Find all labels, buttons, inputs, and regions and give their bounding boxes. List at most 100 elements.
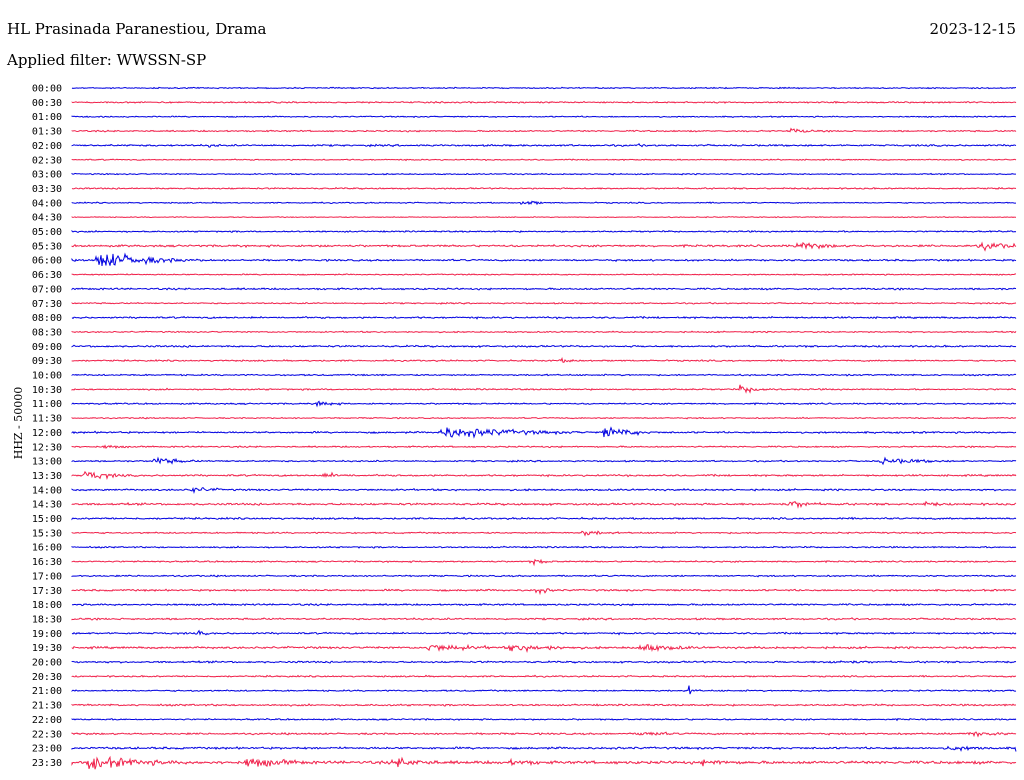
row-time-label: 05:00 [32, 227, 62, 238]
row-time-label: 03:30 [32, 184, 62, 195]
trace-line-1500 [71, 516, 1017, 521]
station-title: HL Prasinada Paranestiou, Drama [7, 20, 267, 38]
trace-line-0930 [71, 357, 1017, 363]
row-time-label: 14:00 [32, 485, 62, 496]
filter-label: Applied filter: WWSSN-SP [7, 51, 207, 69]
row-time-label: 22:30 [32, 729, 62, 740]
row-time-label: 15:30 [32, 528, 62, 539]
trace-line-2000 [71, 660, 1017, 664]
trace-line-0230 [71, 158, 1017, 162]
trace-line-0200 [71, 143, 1017, 148]
row-time-label: 22:00 [32, 715, 62, 726]
row-time-label: 09:30 [32, 356, 62, 367]
row-time-label: 17:00 [32, 571, 62, 582]
row-time-label: 02:00 [32, 141, 62, 152]
row-time-label: 10:30 [32, 385, 62, 396]
trace-line-1530 [71, 530, 1017, 537]
row-time-label: 16:00 [32, 543, 62, 554]
trace-line-2330 [71, 755, 1017, 770]
trace-line-1930 [71, 643, 1017, 653]
trace-line-0600 [71, 252, 1017, 266]
row-time-label: 02:30 [32, 155, 62, 166]
trace-line-1800 [71, 602, 1017, 607]
trace-line-0000 [71, 86, 1016, 90]
row-time-label: 04:30 [32, 213, 62, 224]
row-time-label: 18:30 [32, 614, 62, 625]
row-time-label: 07:30 [32, 299, 62, 310]
trace-line-2030 [71, 674, 1017, 678]
row-time-label: 13:00 [32, 457, 62, 468]
trace-line-1400 [71, 486, 1017, 494]
trace-line-0500 [71, 229, 1017, 234]
row-time-label: 17:30 [32, 586, 62, 597]
trace-line-0400 [71, 200, 1016, 206]
trace-line-0630 [71, 273, 1017, 276]
trace-line-1730 [71, 588, 1017, 596]
trace-line-1000 [71, 373, 1017, 377]
trace-line-0900 [71, 344, 1017, 349]
trace-line-1430 [71, 500, 1017, 509]
trace-line-1230 [71, 444, 1017, 450]
row-time-label: 11:30 [32, 414, 62, 425]
trace-line-1630 [71, 558, 1017, 567]
row-time-label: 21:00 [32, 686, 62, 697]
row-time-label: 21:30 [32, 701, 62, 712]
row-time-label: 14:30 [32, 500, 62, 511]
trace-line-1300 [71, 456, 1017, 466]
trace-line-0800 [71, 315, 1017, 320]
trace-line-1100 [71, 400, 1017, 408]
trace-line-0330 [71, 186, 1017, 191]
trace-line-2200 [71, 717, 1017, 722]
trace-line-1700 [71, 574, 1017, 578]
row-time-label: 18:00 [32, 600, 62, 611]
row-time-label: 01:30 [32, 127, 62, 138]
trace-line-0830 [71, 330, 1017, 334]
row-time-label: 20:30 [32, 672, 62, 683]
row-time-label: 12:00 [32, 428, 62, 439]
row-time-label: 05:30 [32, 241, 62, 252]
trace-line-2300 [71, 745, 1017, 752]
row-time-label: 07:00 [32, 284, 62, 295]
trace-line-1200 [71, 426, 1017, 439]
row-time-label: 16:30 [32, 557, 62, 568]
trace-line-1600 [71, 545, 1017, 549]
trace-group [71, 86, 1017, 770]
trace-line-2100 [71, 685, 1017, 695]
trace-line-0130 [71, 127, 1017, 133]
row-time-label: 20:00 [32, 658, 62, 669]
trace-line-1830 [71, 617, 1017, 621]
trace-line-1030 [71, 384, 1016, 394]
trace-line-2230 [71, 731, 1017, 738]
row-time-label: 12:30 [32, 442, 62, 453]
row-time-label: 11:00 [32, 399, 62, 410]
row-time-label: 10:00 [32, 371, 62, 382]
trace-line-0700 [71, 287, 1017, 291]
tick-label-group: 00:00 00:30 01:00 01:30 02:00 02:30 03:00 03:30… [32, 84, 62, 769]
trace-line-0430 [71, 216, 1016, 219]
trace-line-0300 [71, 172, 1016, 176]
trace-line-1330 [71, 470, 1017, 480]
row-time-label: 19:00 [32, 629, 62, 640]
row-time-label: 00:30 [32, 98, 62, 109]
row-time-label: 23:00 [32, 744, 62, 755]
trace-line-0730 [71, 301, 1017, 305]
row-time-label: 00:00 [32, 84, 62, 95]
row-time-label: 06:30 [32, 270, 62, 281]
row-time-label: 08:30 [32, 327, 62, 338]
row-time-label: 09:00 [32, 342, 62, 353]
row-time-label: 08:00 [32, 313, 62, 324]
row-time-label: 13:30 [32, 471, 62, 482]
row-time-label: 19:30 [32, 643, 62, 654]
row-time-label: 03:00 [32, 170, 62, 181]
row-time-label: 23:30 [32, 758, 62, 769]
row-time-label: 15:00 [32, 514, 62, 525]
row-time-label: 06:00 [32, 256, 62, 267]
trace-line-1900 [71, 629, 1017, 636]
trace-line-0100 [71, 115, 1017, 119]
trace-line-0530 [71, 241, 1017, 252]
trace-line-2130 [71, 703, 1016, 707]
trace-line-1130 [71, 416, 1017, 420]
trace-line-0030 [71, 100, 1017, 104]
row-time-label: 04:00 [32, 198, 62, 209]
